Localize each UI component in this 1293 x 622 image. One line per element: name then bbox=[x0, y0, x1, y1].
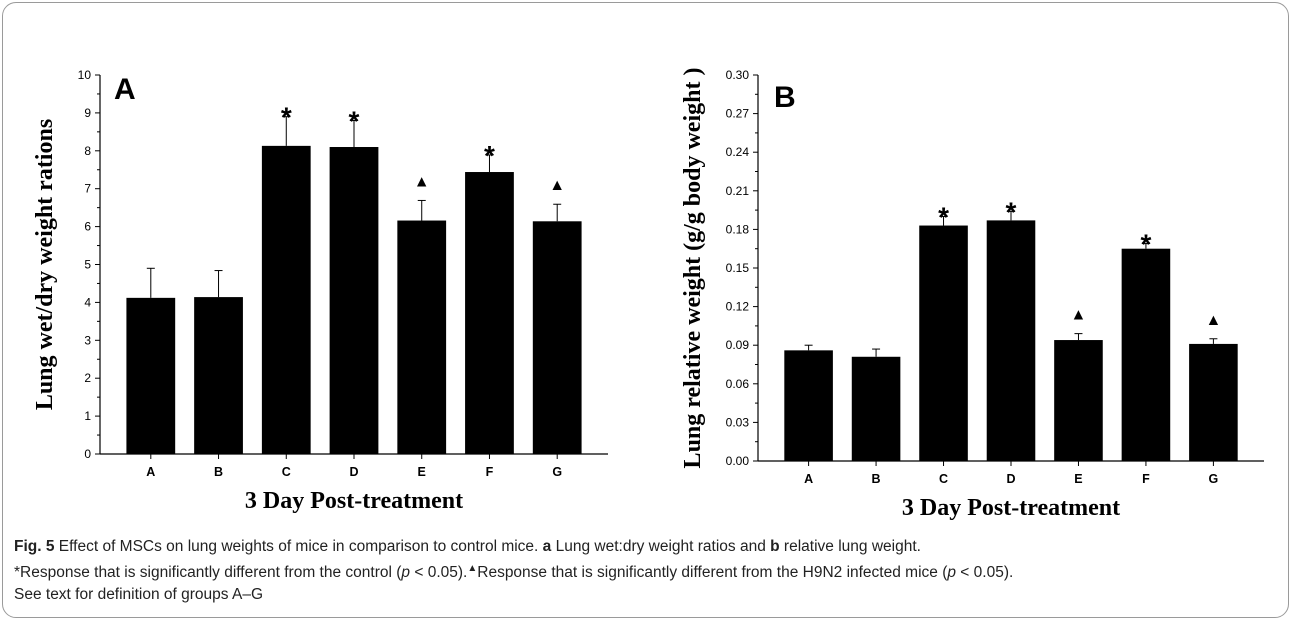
chart-b-significance-star: * bbox=[1006, 196, 1017, 227]
caption-intro: Effect of MSCs on lung weights of mice i… bbox=[54, 538, 543, 555]
caption-sig1-a: *Response that is significantly differen… bbox=[14, 564, 402, 582]
chart-a-bar-a bbox=[126, 297, 176, 454]
chart-a-bar-f bbox=[465, 172, 514, 455]
chart-b-y-tick-label: 0.09 bbox=[726, 338, 750, 352]
chart-b-significance-star: * bbox=[938, 202, 949, 233]
caption-sig1-b: < 0.05). bbox=[410, 564, 468, 582]
chart-b-category-label: A bbox=[804, 472, 813, 486]
caption-sig2-a: Response that is significantly different… bbox=[477, 564, 948, 582]
chart-b-significance-triangle: ▲ bbox=[1205, 312, 1221, 329]
chart-b-x-axis-title: 3 Day Post-treatment bbox=[902, 495, 1120, 521]
chart-a-y-tick-label: 6 bbox=[84, 220, 91, 234]
triangle-icon: ▲ bbox=[467, 563, 478, 574]
chart-b-y-tick-label: 0.06 bbox=[726, 377, 750, 391]
caption-b-text: relative lung weight. bbox=[779, 538, 921, 555]
caption-sig2-b: < 0.05). bbox=[955, 564, 1014, 582]
chart-b-y-tick-label: 0.18 bbox=[726, 222, 750, 236]
caption-line-3: See text for definition of groups A–G bbox=[14, 586, 264, 604]
chart-b-y-tick-label: 0.30 bbox=[726, 68, 750, 82]
chart-panel-b: 0.00 0.03 0.06 0.09 0.12 0.15 0.18 0.21 0.24 0.27… bbox=[680, 68, 1264, 521]
chart-a-y-tick-label: 8 bbox=[84, 144, 91, 158]
chart-b-y-axis-title: Lung relative weight (g/g body weight ) bbox=[680, 68, 706, 469]
caption-a-text: Lung wet:dry weight ratios and bbox=[551, 538, 771, 555]
chart-a-category-label: A bbox=[146, 465, 155, 479]
chart-b-bar-g bbox=[1189, 343, 1238, 461]
chart-b-y-tick-label: 0.21 bbox=[726, 184, 750, 198]
chart-a-y-tick-label: 9 bbox=[84, 106, 91, 120]
chart-a-category-label: G bbox=[552, 465, 562, 479]
chart-a-bar-c bbox=[261, 145, 311, 455]
chart-a-category-label: E bbox=[418, 465, 426, 479]
chart-b-significance-star: * bbox=[1140, 229, 1151, 260]
chart-a-y-tick-label: 1 bbox=[84, 409, 91, 423]
chart-a-panel-label: A bbox=[114, 73, 136, 106]
chart-b-panel-label: B bbox=[774, 81, 796, 114]
chart-a-y-tick-label: 5 bbox=[84, 258, 91, 272]
chart-b-bar-d bbox=[986, 220, 1036, 461]
chart-a-significance-star: * bbox=[484, 140, 495, 171]
chart-b-y-tick-label: 0.00 bbox=[726, 454, 750, 468]
caption-p-1: p bbox=[401, 564, 411, 582]
chart-a-significance-star: * bbox=[281, 102, 292, 133]
chart-a-bar-b bbox=[194, 297, 243, 454]
chart-b-significance-triangle: ▲ bbox=[1071, 307, 1087, 324]
chart-panel-a: 0 1 2 3 4 5 6 7 8 9 10 A B C * D * E ▲ F * G ▲ A 3 Day Post-trea… bbox=[32, 68, 608, 514]
chart-a-bar-g bbox=[532, 221, 582, 454]
chart-b-y-tick-label: 0.03 bbox=[726, 415, 750, 429]
chart-a-x-axis-title: 3 Day Post-treatment bbox=[245, 488, 463, 514]
caption-fig-label: Fig. 5 bbox=[14, 538, 55, 555]
chart-b-category-label: G bbox=[1209, 472, 1219, 486]
chart-b-category-label: D bbox=[1006, 472, 1015, 486]
chart-b-y-tick-label: 0.24 bbox=[726, 145, 750, 159]
chart-b-category-label: F bbox=[1142, 472, 1150, 486]
chart-b-category-label: E bbox=[1074, 472, 1082, 486]
chart-b-bar-f bbox=[1121, 248, 1171, 461]
chart-b-category-label: B bbox=[872, 472, 881, 486]
chart-a-y-tick-label: 7 bbox=[84, 182, 91, 196]
chart-b-y-tick-label: 0.12 bbox=[726, 300, 750, 314]
chart-a-y-tick-label: 10 bbox=[78, 68, 92, 82]
caption-p-2: p bbox=[947, 564, 956, 582]
chart-a-significance-triangle: ▲ bbox=[549, 177, 565, 194]
chart-a-y-tick-label: 3 bbox=[84, 333, 91, 347]
chart-a-significance-triangle: ▲ bbox=[414, 173, 430, 190]
chart-b-bar-a bbox=[784, 350, 833, 461]
figure-caption: Fig. 5 Effect of MSCs on lung weights of… bbox=[14, 536, 1279, 606]
caption-line-1: Fig. 5 Effect of MSCs on lung weights of… bbox=[14, 536, 1279, 558]
chart-b-y-tick-label: 0.15 bbox=[726, 261, 750, 275]
chart-a-y-tick-label: 0 bbox=[84, 447, 91, 461]
chart-a-y-tick-label: 4 bbox=[84, 295, 91, 309]
caption-b-label: b bbox=[770, 538, 780, 555]
chart-b-bar-b bbox=[851, 356, 901, 461]
chart-a-significance-star: * bbox=[349, 105, 360, 136]
chart-b-category-label: C bbox=[939, 472, 948, 486]
chart-b-bar-c bbox=[919, 225, 968, 461]
chart-a-y-axis-title: Lung wet/dry weight rations bbox=[32, 119, 58, 410]
chart-a-bar-e bbox=[397, 220, 447, 454]
chart-a-bar-d bbox=[329, 147, 379, 454]
chart-a-category-label: D bbox=[349, 465, 358, 479]
chart-a-category-label: F bbox=[486, 465, 494, 479]
chart-a-y-tick-label: 2 bbox=[84, 371, 91, 385]
chart-b-bar-e bbox=[1054, 340, 1103, 461]
caption-line-2: *Response that is significantly differen… bbox=[14, 558, 1279, 584]
chart-a-category-label: B bbox=[214, 465, 223, 479]
chart-b-y-tick-label: 0.27 bbox=[726, 107, 750, 121]
caption-a-label: a bbox=[542, 538, 552, 555]
chart-a-category-label: C bbox=[282, 465, 291, 479]
